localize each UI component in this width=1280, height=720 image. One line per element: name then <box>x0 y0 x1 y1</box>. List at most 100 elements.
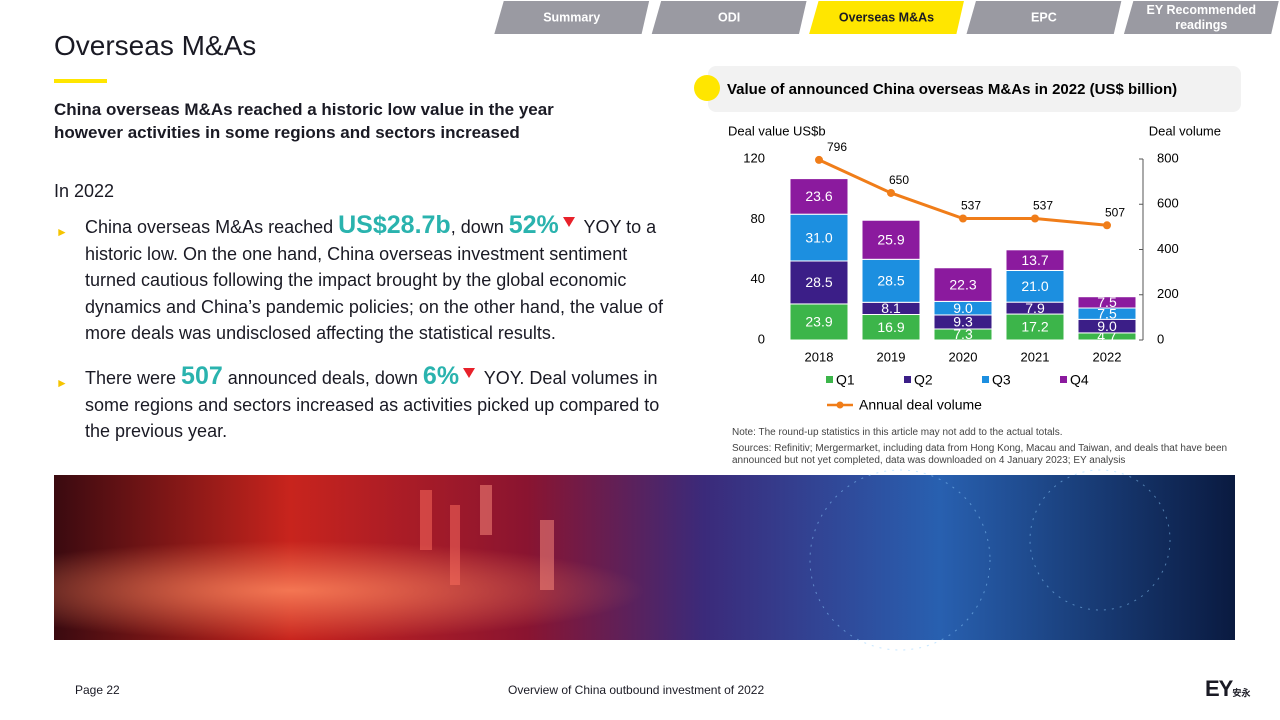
x-tick-label: 2022 <box>1093 349 1122 364</box>
data-label: 23.9 <box>805 314 832 330</box>
data-label: 21.0 <box>1021 278 1048 294</box>
page-title: Overseas M&As <box>54 30 257 61</box>
tab[interactable] <box>963 0 1124 36</box>
data-label: 7.5 <box>1097 294 1117 310</box>
bar-segment <box>789 260 849 305</box>
note: Sources: Refinitiv; Mergermarket, includ… <box>732 443 1228 466</box>
y-tick-label: 0 <box>758 331 765 346</box>
tab[interactable] <box>1121 0 1280 36</box>
data-label: 7.5 <box>1097 305 1117 321</box>
line-marker <box>815 155 823 164</box>
data-label: 8.1 <box>881 300 901 316</box>
data-label: 23.6 <box>805 188 832 204</box>
notes: Note: The round-up statistics in this ar… <box>732 427 1232 471</box>
data-label: 9.0 <box>1097 318 1117 334</box>
chart-title-box <box>708 66 1241 112</box>
data-label: 16.9 <box>877 319 904 335</box>
text: China overseas M&As reached <box>85 217 339 237</box>
y2-tick-label: 200 <box>1157 286 1179 301</box>
data-label: 9.3 <box>953 314 973 330</box>
line-marker <box>887 188 895 197</box>
legend-swatch <box>826 376 833 383</box>
legend-label: Annual deal volume <box>859 397 982 413</box>
y2-axis-title: Deal volume <box>1149 123 1221 138</box>
y-tick-label: 40 <box>751 271 765 286</box>
tab[interactable] <box>806 0 967 36</box>
y-axis-title: Deal value US$b <box>728 123 826 138</box>
bar-segment <box>1077 296 1137 309</box>
down-triangle <box>463 368 476 378</box>
legend-label: Q4 <box>1070 372 1089 388</box>
legend-label: Q2 <box>914 372 933 388</box>
bar-segment <box>1005 313 1065 341</box>
legend-label: Q3 <box>992 372 1011 388</box>
data-label: 7.3 <box>953 326 973 342</box>
tab-label[interactable]: EPC <box>1031 10 1057 24</box>
tab-label[interactable]: EY Recommended readings <box>1147 3 1257 32</box>
banner-glow <box>54 475 1235 640</box>
down-triangle <box>562 217 575 227</box>
title-underline <box>54 79 107 83</box>
line-marker <box>1103 221 1111 230</box>
bar-segment <box>861 219 921 260</box>
subtitle: China overseas M&As reached a historic l… <box>54 100 554 142</box>
legend-swatch <box>1060 376 1067 383</box>
line-data-label: 537 <box>1033 199 1053 213</box>
logo-text: EY <box>1205 676 1233 701</box>
line-marker <box>1031 214 1039 223</box>
line-data-label: 650 <box>889 173 909 187</box>
tab[interactable] <box>491 0 652 36</box>
text: YOY. Deal volumes in some regions and se… <box>85 368 660 441</box>
logo: EY安永 <box>1205 676 1250 702</box>
y2-tick-label: 600 <box>1157 196 1179 211</box>
bar-segment <box>1005 249 1065 271</box>
data-label: 25.9 <box>877 231 904 247</box>
legend-marker <box>836 401 844 409</box>
banner-decoration <box>420 469 1171 651</box>
bullet: China overseas M&As reached US$28.7b, do… <box>85 212 675 347</box>
legend-swatch <box>982 376 989 383</box>
y-tick-label: 120 <box>743 150 765 165</box>
x-tick-label: 2021 <box>1021 349 1050 364</box>
tab[interactable] <box>649 0 809 36</box>
data-label: 22.3 <box>949 276 976 292</box>
page-number: Page 22 <box>75 683 120 697</box>
chart-title: Value of announced China overseas M&As i… <box>727 81 1177 98</box>
bullet-arrow: ► <box>56 376 68 390</box>
bar-segment <box>861 314 921 341</box>
footer-title: Overview of China outbound investment of… <box>508 683 765 697</box>
text: There were <box>85 368 182 388</box>
highlight: 6% <box>422 362 460 390</box>
x-tick-label: 2020 <box>949 349 978 364</box>
line-data-label: 537 <box>961 199 981 213</box>
bar-segment <box>861 258 921 303</box>
data-label: 31.0 <box>805 229 832 245</box>
y2-tick-label: 400 <box>1157 241 1179 256</box>
tab-label[interactable]: Summary <box>543 10 600 24</box>
bar-segment <box>789 303 849 341</box>
data-label: 7.9 <box>1025 300 1045 316</box>
x-tick-label: 2019 <box>877 349 906 364</box>
note: Note: The round-up statistics in this ar… <box>732 427 1063 438</box>
x-tick-label: 2018 <box>805 349 834 364</box>
data-label: 13.7 <box>1021 252 1048 268</box>
highlight: 507 <box>181 362 223 390</box>
y-tick-label: 80 <box>751 211 765 226</box>
tab-label[interactable]: ODI <box>718 10 740 24</box>
line-data-label: 796 <box>827 140 847 154</box>
data-label: 28.5 <box>877 273 904 289</box>
line-data-label: 507 <box>1105 205 1125 219</box>
legend-label: Q1 <box>836 372 855 388</box>
data-label: 9.0 <box>953 300 973 316</box>
bar-segment <box>789 213 849 262</box>
bar-segment <box>789 178 849 215</box>
legend-swatch <box>904 376 911 383</box>
y2-tick-label: 800 <box>1157 150 1179 165</box>
bullet: There were 507 announced deals, down 6% … <box>85 363 675 445</box>
highlight: US$28.7b <box>338 211 451 239</box>
tab-label[interactable]: Overseas M&As <box>839 10 934 24</box>
text: announced deals, down <box>222 368 423 388</box>
bullet-arrow: ► <box>56 225 68 239</box>
